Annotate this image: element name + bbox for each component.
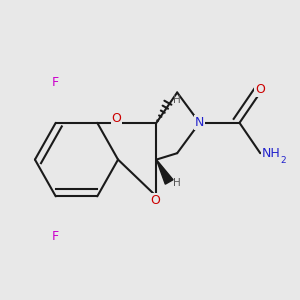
Text: 2: 2 (280, 156, 286, 165)
Text: F: F (52, 76, 59, 89)
Text: NH: NH (262, 147, 280, 160)
Text: H: H (173, 95, 181, 105)
Text: H: H (173, 178, 181, 188)
Text: O: O (150, 194, 160, 207)
Polygon shape (156, 160, 173, 184)
Text: N: N (195, 116, 204, 129)
Text: O: O (255, 83, 265, 96)
Text: O: O (112, 112, 122, 125)
Text: F: F (52, 230, 59, 243)
